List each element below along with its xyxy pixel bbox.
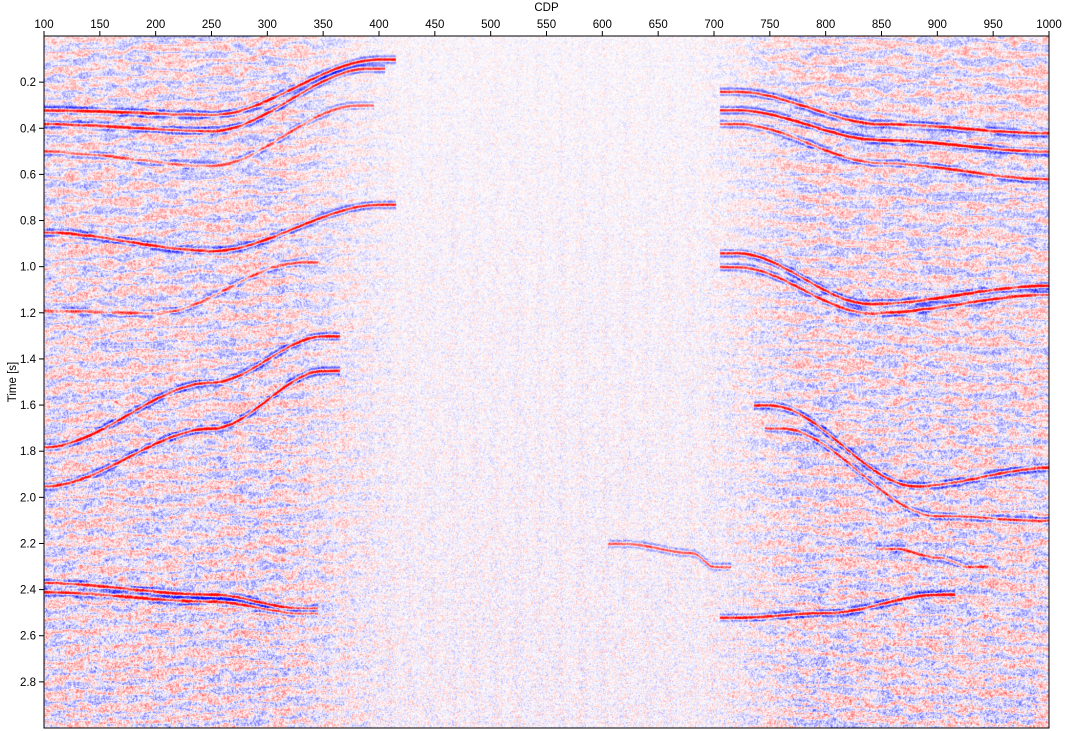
x-tick-label: 650 [649, 19, 668, 31]
y-tick-label: 2.6 [20, 631, 36, 643]
x-tick-label: 850 [872, 19, 891, 31]
y-tick-label: 2.2 [20, 538, 36, 550]
x-tick-label: 100 [34, 19, 53, 31]
y-tick-label: 1.6 [20, 400, 36, 412]
y-tick-label: 0.8 [20, 216, 36, 228]
x-tick-label: 950 [984, 19, 1003, 31]
x-tick-label: 750 [760, 19, 779, 31]
y-tick-label: 1.2 [20, 308, 36, 320]
x-axis: 100 150 200 250 300 350 400 450 500 550 600 650 700 7… [34, 19, 1062, 36]
x-tick-label: 1000 [1036, 19, 1062, 31]
y-tick-label: 0.2 [20, 77, 36, 89]
x-tick-label: 700 [704, 19, 723, 31]
y-axis-title: Time [s] [7, 362, 19, 402]
x-tick-label: 800 [816, 19, 835, 31]
y-tick-label: 1.8 [20, 446, 36, 458]
y-tick-label: 1.0 [20, 262, 36, 274]
x-tick-label: 400 [369, 19, 388, 31]
y-tick-label: 1.4 [20, 354, 37, 366]
x-tick-label: 900 [928, 19, 947, 31]
x-axis-title: CDP [534, 2, 559, 14]
y-tick-label: 0.6 [20, 169, 36, 181]
x-tick-label: 350 [314, 19, 333, 31]
x-tick-label: 300 [258, 19, 277, 31]
x-tick-label: 600 [593, 19, 612, 31]
x-tick-label: 450 [425, 19, 444, 31]
x-tick-label: 150 [90, 19, 109, 31]
x-tick-label: 550 [537, 19, 556, 31]
y-tick-label: 0.4 [20, 123, 37, 135]
x-tick-label: 250 [202, 19, 221, 31]
y-axis: 0.2 0.4 0.6 0.8 1.0 1.2 1.4 1.6 1.8 2.0 2.2 2.4 2.6 2… [20, 77, 44, 689]
seismic-amplitude-image [44, 36, 1049, 728]
y-tick-label: 2.0 [20, 492, 36, 504]
x-tick-label: 500 [481, 19, 500, 31]
y-tick-label: 2.4 [20, 585, 37, 597]
y-tick-label: 2.8 [20, 677, 36, 689]
x-tick-label: 200 [146, 19, 165, 31]
